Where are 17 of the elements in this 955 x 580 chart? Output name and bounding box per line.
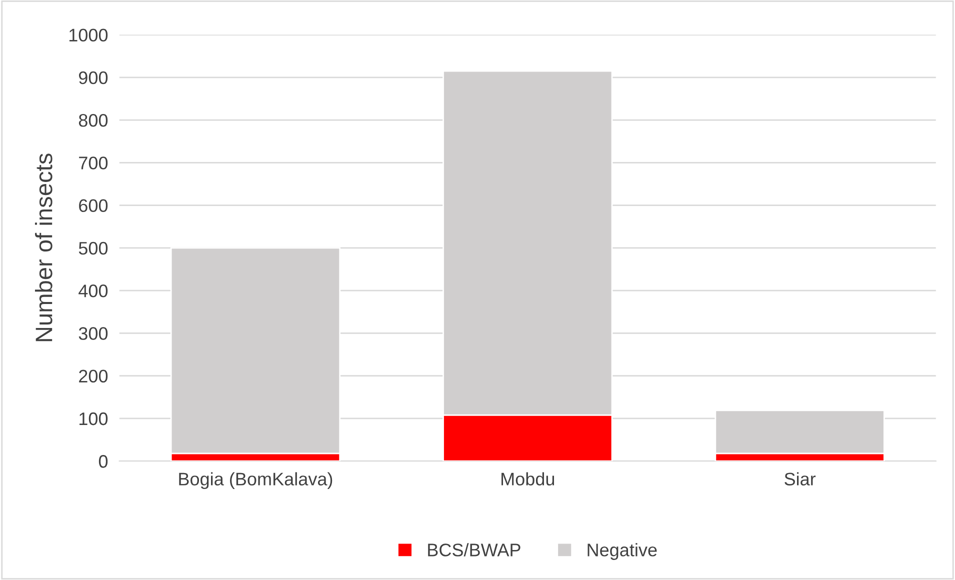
y-tick-label: 0: [98, 455, 108, 468]
y-tick-label: 100: [80, 412, 108, 426]
y-tick-label: 800: [78, 114, 108, 127]
y-tick-label: 700: [79, 156, 108, 170]
y-tick-label: 1000: [69, 28, 108, 42]
legend-label: Negative: [588, 543, 657, 560]
x-tick-label: Siar: [784, 472, 816, 486]
y-tick-label: 500: [78, 242, 108, 255]
x-tick-label: Bogia (BomKalava): [179, 472, 332, 490]
y-axis-title: Number of insects: [34, 154, 52, 342]
y-tick-label: 300: [78, 327, 108, 340]
y-tick-label: 600: [79, 199, 108, 212]
y-tick-label: 900: [78, 71, 108, 84]
y-tick-label: 400: [78, 284, 108, 298]
y-tick-label: 200: [79, 370, 108, 383]
legend-label: BCS/BWAP: [428, 543, 520, 556]
x-tick-label: Mobdu: [502, 472, 554, 486]
